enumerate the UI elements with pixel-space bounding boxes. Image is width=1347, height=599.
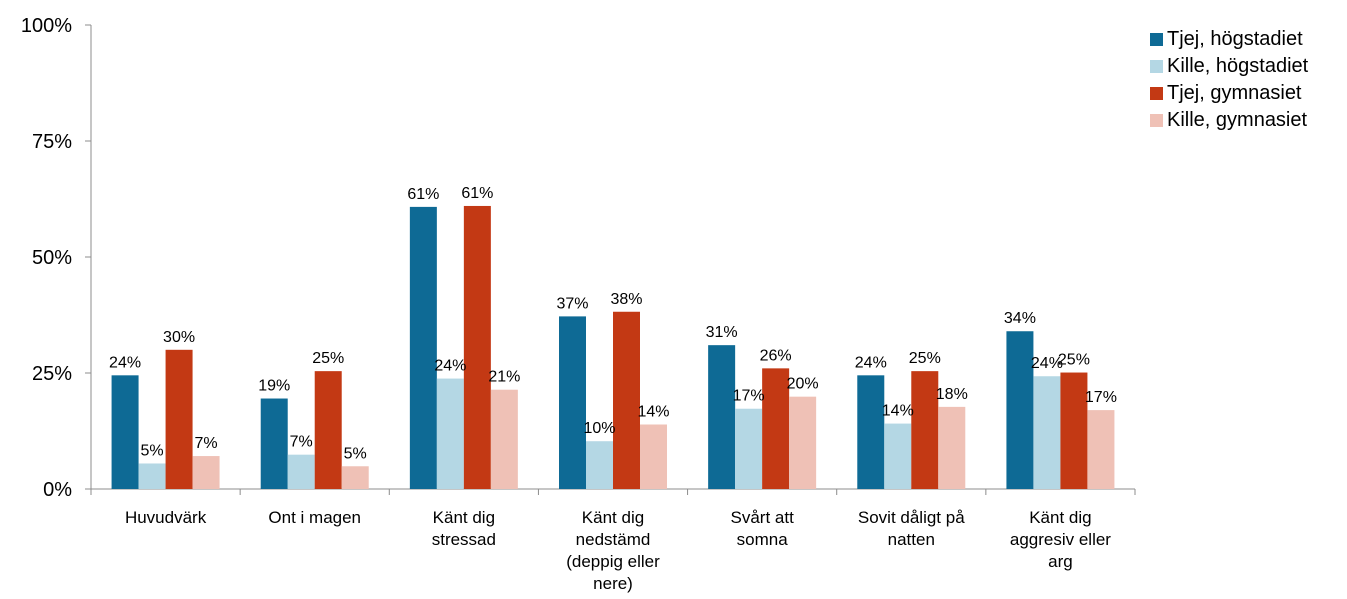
category-label-line: Känt dig [1029,508,1091,527]
bar [1033,376,1060,489]
data-label: 31% [706,324,738,341]
data-label: 14% [637,404,669,421]
bar [938,407,965,489]
category-label: Svårt att somna [730,508,794,549]
category-label-line: (deppig eller [566,552,660,571]
legend-item: Kille, gymnasiet [1150,107,1345,134]
legend-item: Kille, högstadiet [1150,53,1345,80]
data-label: 25% [909,350,941,367]
legend-label: Kille, högstadiet [1167,55,1308,78]
y-tick-label: 25% [32,363,72,385]
data-label: 26% [760,347,792,364]
data-label: 10% [583,420,615,437]
y-tick-label: 100% [21,15,72,37]
legend-swatch [1150,87,1163,100]
bar [613,312,640,489]
chart-bars [112,206,1115,489]
legend-swatch [1150,33,1163,46]
category-label: Känt dig stressad [432,508,496,549]
data-label: 25% [1058,352,1090,369]
data-label: 7% [290,434,313,451]
category-label-line: natten [888,530,935,549]
bar [342,466,369,489]
data-label: 18% [936,386,968,403]
data-label: 37% [556,295,588,312]
bar [708,345,735,489]
bar [559,316,586,489]
category-label-line: Känt dig [433,508,495,527]
data-label: 17% [733,388,765,405]
legend-label: Kille, gymnasiet [1167,109,1307,132]
chart-legend: Tjej, högstadiet Kille, högstadiet Tjej, g… [1150,26,1345,134]
y-tick-label: 0% [43,479,72,501]
category-label-line: nere) [593,574,633,593]
category-label-line: Huvudvärk [125,508,207,527]
category-label: Känt dig nedstämd (deppig eller nere) [566,508,660,593]
bar [857,375,884,489]
category-label-line: Sovit dåligt på [858,508,965,527]
data-label: 25% [312,350,344,367]
data-label: 14% [882,403,914,420]
category-label: Ont i magen [268,508,361,527]
data-label: 30% [163,329,195,346]
category-label-line: arg [1048,552,1073,571]
bar [464,206,491,489]
legend-item: Tjej, högstadiet [1150,26,1345,53]
bar [261,399,288,489]
data-label: 38% [610,291,642,308]
legend-swatch [1150,60,1163,73]
bar [437,379,464,489]
category-label-line: somna [737,530,789,549]
data-label: 20% [787,376,819,393]
bar [288,455,315,489]
category-label: Känt dig aggresiv eller arg [1010,508,1111,571]
bar [640,425,667,489]
legend-item: Tjej, gymnasiet [1150,80,1345,107]
data-label: 21% [488,369,520,386]
category-label-line: Ont i magen [268,508,361,527]
bar [762,368,789,489]
bar [1060,373,1087,489]
data-label: 19% [258,378,290,395]
data-label: 61% [461,185,493,202]
data-label: 24% [109,354,141,371]
bar [1006,331,1033,489]
bar [491,390,518,489]
bar [166,350,193,489]
category-label-line: aggresiv eller [1010,530,1111,549]
bar [315,371,342,489]
legend-swatch [1150,114,1163,127]
bar [1087,410,1114,489]
bar [112,375,139,489]
bar [884,424,911,489]
chart-category-labels: Huvudvärk Ont i magen Känt dig stressadKänt… [125,508,1111,593]
data-label: 24% [855,354,887,371]
bar [410,207,437,489]
category-label: Huvudvärk [125,508,207,527]
category-label: Sovit dåligt på natten [858,508,965,549]
data-label: 17% [1085,389,1117,406]
data-label: 5% [141,442,164,459]
y-tick-label: 75% [32,131,72,153]
bar [789,397,816,489]
category-label-line: Känt dig [582,508,644,527]
legend-label: Tjej, högstadiet [1167,28,1303,51]
data-label: 24% [434,358,466,375]
legend-label: Tjej, gymnasiet [1167,82,1302,105]
data-label: 5% [344,445,367,462]
bar [193,456,220,489]
bar [586,441,613,489]
bar [139,463,166,489]
category-label-line: Svårt att [730,508,794,527]
data-label: 61% [407,186,439,203]
y-tick-label: 50% [32,247,72,269]
category-label-line: stressad [432,530,496,549]
data-label: 7% [195,435,218,452]
category-label-line: nedstämd [576,530,651,549]
bar [911,371,938,489]
bar [735,409,762,489]
data-label: 34% [1004,310,1036,327]
